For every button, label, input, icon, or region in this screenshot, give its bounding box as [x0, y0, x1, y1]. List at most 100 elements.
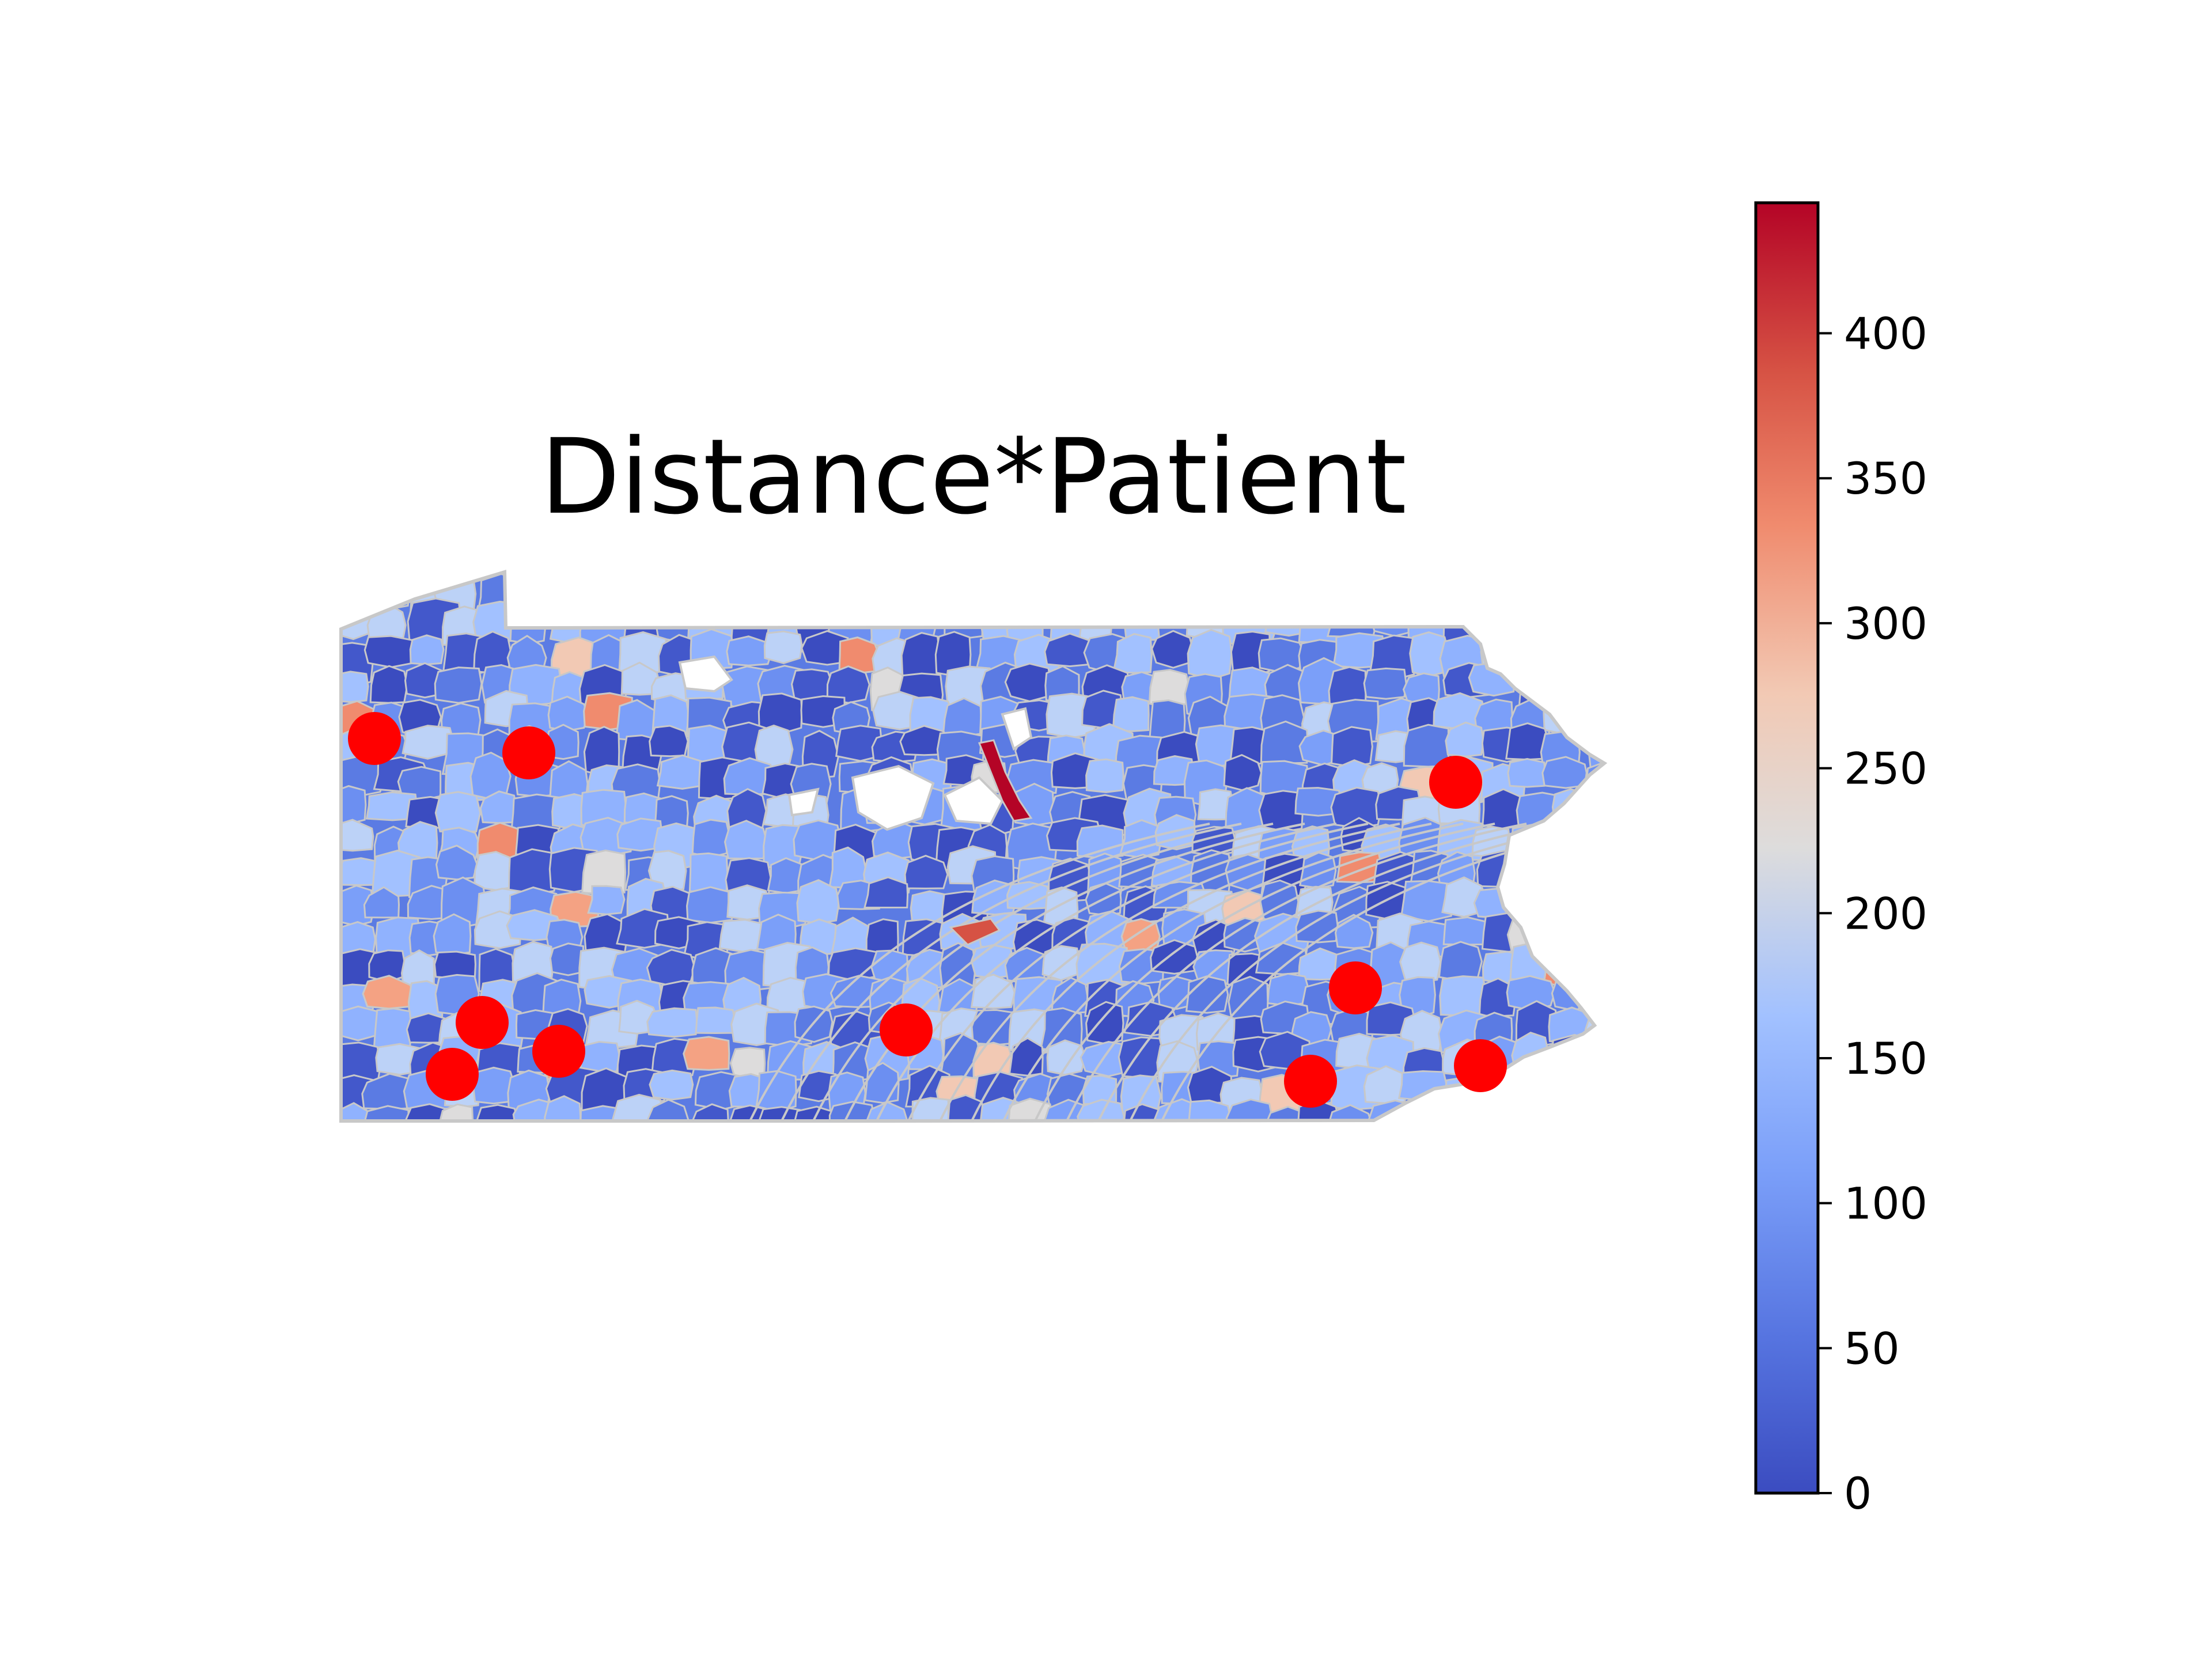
- zip-region: [829, 572, 870, 608]
- zip-region: [1515, 1104, 1559, 1121]
- zip-region: [947, 1094, 986, 1121]
- zip-region: [728, 1104, 770, 1121]
- zip-region: [516, 575, 560, 626]
- zip-region: [615, 699, 656, 741]
- zip-region: [341, 785, 367, 825]
- zip-region: [1588, 639, 1604, 680]
- zip-region: [1505, 854, 1553, 891]
- zip-region: [341, 819, 374, 852]
- no-data-area: [943, 776, 1004, 825]
- zip-region: [688, 575, 729, 616]
- zip-region: [1517, 639, 1566, 674]
- zip-region: [826, 665, 870, 704]
- zip-region: [1580, 1064, 1604, 1107]
- zip-region: [1581, 825, 1604, 871]
- zip-region: [507, 848, 557, 895]
- zip-region: [1404, 1099, 1441, 1121]
- zip-region: [1084, 572, 1138, 605]
- zip-region: [1264, 1105, 1309, 1121]
- no-data-area: [851, 764, 935, 831]
- zip-region: [1585, 762, 1604, 811]
- zip-region: [1576, 792, 1604, 832]
- zip-region: [1549, 1033, 1601, 1076]
- zip-region: [724, 820, 768, 860]
- zip-region: [1403, 578, 1459, 610]
- zip-region: [1578, 1101, 1604, 1121]
- zip-region: [433, 913, 472, 956]
- map-title: Distance*Patient: [540, 417, 1407, 537]
- zip-region: [904, 854, 949, 889]
- zip-region: [942, 572, 987, 609]
- ridge-band: [1128, 823, 1590, 1121]
- zip-region: [1363, 667, 1407, 700]
- zip-region: [1046, 1039, 1086, 1076]
- zip-region: [409, 634, 445, 665]
- zip-region: [1577, 917, 1604, 959]
- zip-region: [791, 1105, 838, 1121]
- zip-region: [864, 1062, 900, 1104]
- zip-region: [796, 576, 848, 620]
- colorbar-tick-label: 350: [1844, 453, 1927, 504]
- colorbar-tick-label: 50: [1844, 1323, 1900, 1374]
- facility-marker: [1284, 1055, 1337, 1108]
- zip-region: [547, 695, 589, 732]
- zip-region: [755, 1070, 797, 1112]
- no-data-area: [1001, 707, 1033, 751]
- zip-region: [766, 576, 809, 615]
- zip-region: [649, 725, 689, 757]
- zip-region: [695, 1006, 736, 1035]
- facility-marker: [456, 996, 509, 1049]
- zip-region: [1399, 941, 1442, 983]
- zip-region: [341, 1102, 372, 1121]
- zip-region: [646, 1099, 690, 1121]
- zip-region: [1582, 1037, 1604, 1076]
- zip-region: [1334, 576, 1371, 619]
- colorbar-tick-label: 0: [1844, 1468, 1872, 1519]
- zip-region: [543, 1095, 582, 1121]
- zip-region: [796, 879, 840, 925]
- zip-region: [1554, 600, 1597, 646]
- zip-region: [1225, 1099, 1274, 1121]
- zip-region: [510, 793, 561, 832]
- zip-region: [369, 665, 408, 704]
- zip-region: [1184, 573, 1231, 605]
- zip-region: [622, 575, 671, 619]
- facility-markers: [348, 712, 1507, 1108]
- zip-region: [1264, 572, 1306, 613]
- colorbar-tick-label: 150: [1844, 1033, 1927, 1084]
- zip-region: [1478, 977, 1517, 1017]
- zip-region: [690, 1103, 730, 1121]
- zip-region: [1042, 573, 1085, 616]
- zip-region: [726, 635, 773, 666]
- zip-region: [373, 1007, 412, 1051]
- zip-region: [763, 630, 803, 664]
- ridge-band: [1096, 823, 1559, 1121]
- zip-region: [1438, 941, 1483, 982]
- facility-marker: [348, 712, 401, 765]
- colorbar-tick-label: 100: [1844, 1178, 1927, 1229]
- zip-region: [1577, 573, 1604, 618]
- colorbar-gradient: [1756, 203, 1818, 1493]
- zip-region: [434, 666, 483, 704]
- zip-region: [866, 1101, 908, 1121]
- facility-marker: [1329, 961, 1382, 1014]
- zip-region: [549, 942, 584, 976]
- zip-region: [1507, 757, 1547, 788]
- zip-region: [1326, 603, 1378, 638]
- zip-region: [1085, 1001, 1124, 1045]
- map-area: [339, 569, 1608, 1123]
- zip-region: [435, 844, 478, 881]
- zip-region: [908, 576, 957, 619]
- zip-region: [1587, 884, 1604, 923]
- zip-region: [364, 1105, 410, 1121]
- zip-region: [1112, 632, 1153, 674]
- colorbar-tick-label: 200: [1844, 888, 1927, 939]
- zip-region: [1544, 1070, 1588, 1110]
- zip-region: [1331, 726, 1373, 768]
- zip-region: [683, 1036, 730, 1071]
- zip-region: [1587, 853, 1604, 893]
- facility-marker: [880, 1003, 933, 1056]
- facility-marker: [1454, 1039, 1507, 1092]
- zip-region: [363, 635, 418, 668]
